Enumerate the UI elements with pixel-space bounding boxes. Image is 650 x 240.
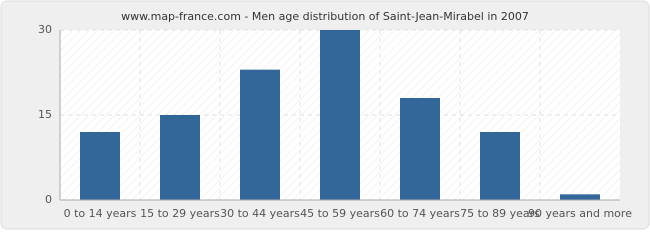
- x-tick-label: 60 to 74 years: [380, 207, 460, 220]
- bar: [160, 115, 200, 200]
- bar: [240, 69, 280, 201]
- y-tick-label: 0: [45, 193, 52, 206]
- x-tick-label: 0 to 14 years: [64, 207, 137, 220]
- chart: www.map-france.com - Men age distributio…: [0, 0, 650, 230]
- bar: [560, 194, 600, 200]
- bar: [480, 132, 520, 200]
- bar: [80, 132, 120, 200]
- x-tick-label: 30 to 44 years: [220, 207, 300, 220]
- y-tick-label: 15: [38, 108, 52, 121]
- x-tick-label: 45 to 59 years: [300, 207, 380, 220]
- chart-title: www.map-france.com - Men age distributio…: [121, 10, 529, 23]
- bar: [320, 30, 360, 200]
- x-tick-label: 15 to 29 years: [140, 207, 220, 220]
- x-tick-label: 90 years and more: [528, 207, 632, 220]
- bar: [400, 98, 440, 200]
- y-tick-label: 30: [38, 23, 52, 36]
- x-tick-label: 75 to 89 years: [460, 207, 540, 220]
